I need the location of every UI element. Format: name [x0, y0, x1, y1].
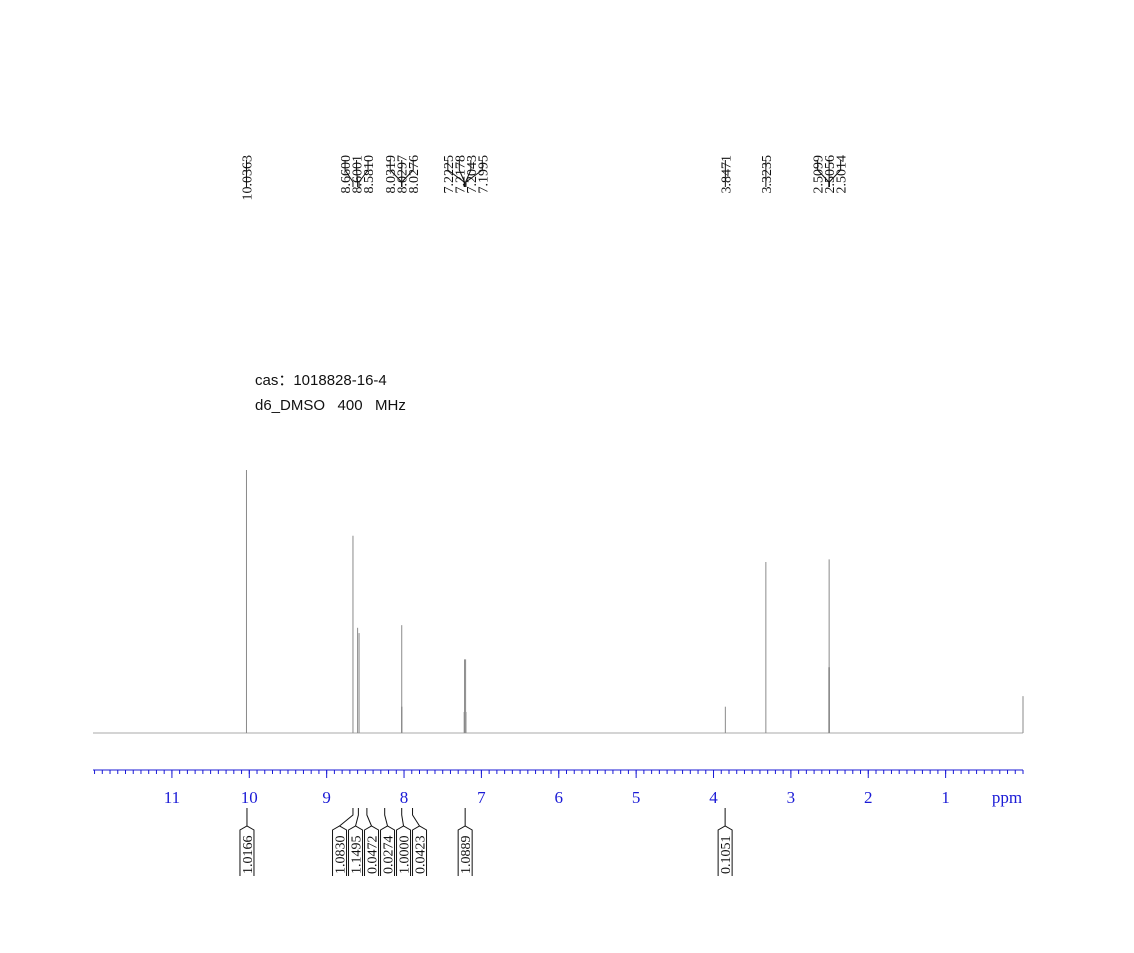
peak-label: 10.0363 [240, 155, 255, 201]
annotation: cas：1018828-16-4 [255, 372, 387, 389]
integral-box [364, 825, 380, 876]
peak-label-leader [401, 160, 414, 187]
x-tick-label: 9 [322, 788, 331, 807]
peak-label: 8.0319 [384, 155, 399, 194]
x-tick-label: 4 [709, 788, 718, 807]
peak-label-leader [828, 160, 842, 187]
x-tick-label: 2 [864, 788, 873, 807]
integral-bracket [355, 808, 359, 827]
integral-label: 1.0000 [398, 836, 413, 875]
annotation: d6_DMSO 400 MHz [255, 397, 406, 414]
integral-bracket [384, 808, 389, 827]
x-axis-label: ppm [992, 788, 1022, 807]
integral-box [457, 825, 473, 876]
integral-label: 1.1495 [350, 836, 365, 875]
x-tick-label: 1 [941, 788, 950, 807]
integral-label: 1.0830 [334, 836, 349, 875]
peak-label: 8.6600 [339, 155, 354, 194]
peak-label-leader [356, 160, 359, 187]
integral-bracket [412, 808, 420, 827]
peak-label: 8.6001 [351, 155, 366, 194]
integral-label: 0.0423 [414, 836, 429, 875]
integral-label: 1.0166 [241, 836, 256, 875]
peak-label: 7.1995 [476, 155, 491, 194]
x-tick-label: 11 [164, 788, 180, 807]
x-tick-label: 10 [241, 788, 258, 807]
peak-label: 7.2043 [465, 155, 480, 194]
integral-label: 0.0472 [366, 836, 381, 875]
x-tick-label: 7 [477, 788, 486, 807]
integral-box [239, 825, 255, 876]
x-tick-label: 8 [400, 788, 409, 807]
integral-bracket [401, 808, 405, 827]
peak-label: 3.8471 [719, 155, 734, 194]
x-tick-label: 3 [787, 788, 796, 807]
integral-label: 0.0274 [382, 836, 397, 875]
integral-bracket [339, 808, 354, 827]
integral-box [380, 825, 396, 876]
x-tick-label: 6 [555, 788, 564, 807]
peak-label: 2.5056 [823, 155, 838, 194]
integral-box [412, 825, 428, 876]
integral-label: 0.1051 [719, 836, 734, 875]
peak-label: 8.0276 [407, 155, 422, 194]
peak-label: 8.5810 [362, 155, 377, 194]
peak-label-leader [344, 160, 354, 187]
peak-label: 3.3235 [760, 155, 775, 194]
integral-bracket [366, 808, 372, 827]
integral-box [396, 825, 412, 876]
peak-label-leader [358, 160, 369, 187]
peak-label: 8.0297 [396, 155, 411, 194]
integral-box [348, 825, 364, 876]
peak-label-leader [465, 160, 483, 187]
integral-box [332, 825, 348, 876]
integral-label: 1.0889 [459, 836, 474, 875]
x-tick-label: 5 [632, 788, 641, 807]
peak-label: 2.5099 [812, 155, 827, 194]
integral-box [717, 825, 733, 876]
peak-label-leader [458, 160, 466, 187]
peak-label: 7.2225 [442, 155, 457, 194]
peak-label: 2.5014 [835, 155, 850, 194]
